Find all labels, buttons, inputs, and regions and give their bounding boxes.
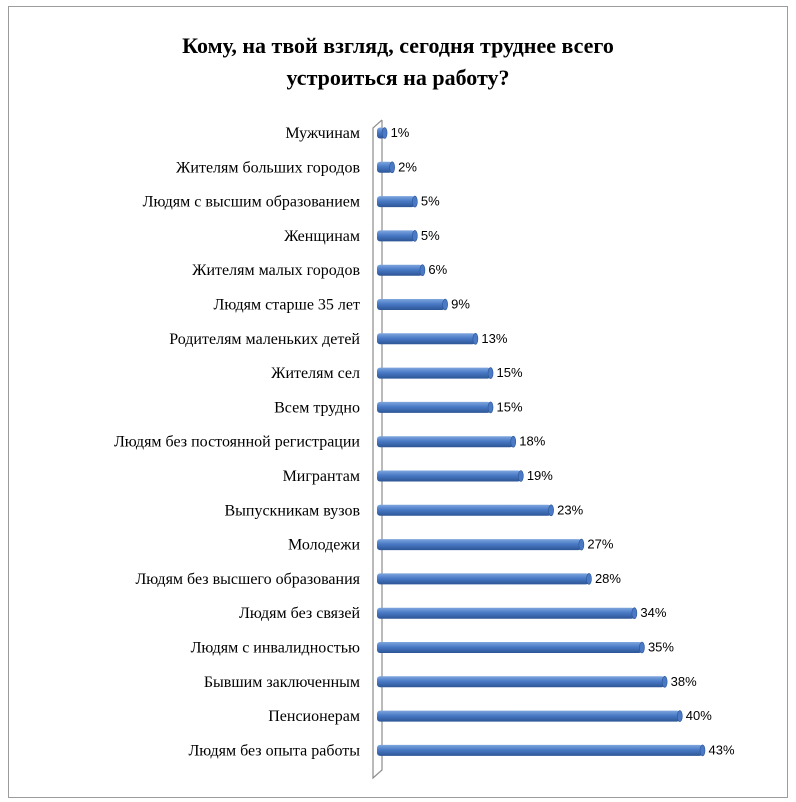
bar-end-cap: [487, 367, 494, 379]
bar: [377, 504, 552, 516]
category-label: Женщинам: [284, 228, 360, 245]
value-label: 40%: [686, 708, 712, 723]
bar: [377, 676, 665, 688]
bar: [377, 299, 446, 310]
bar-end-cap: [518, 470, 524, 482]
value-label: 2%: [398, 159, 417, 174]
category-label: Людям без связей: [239, 605, 360, 622]
bar: [377, 230, 415, 242]
bar-end-cap: [381, 127, 388, 139]
bar-end-cap: [639, 641, 645, 654]
bar: [377, 539, 582, 551]
value-label: 1%: [391, 125, 410, 140]
category-label: Людям старше 35 лет: [213, 297, 360, 314]
bar-end-cap: [412, 230, 418, 242]
value-label: 35%: [648, 640, 674, 655]
bar-end-cap: [586, 573, 592, 585]
value-label: 15%: [497, 399, 523, 414]
bar-end-cap: [699, 744, 706, 757]
bar: [377, 470, 521, 482]
value-label: 5%: [421, 194, 440, 209]
bar: [377, 573, 589, 585]
bar: [377, 642, 642, 653]
category-label: Людям с инвалидностью: [191, 640, 360, 657]
value-label: 9%: [451, 297, 470, 312]
value-label: 28%: [595, 571, 621, 586]
chart-title-line-2: устроиться на работу?: [286, 65, 510, 90]
value-label: 6%: [428, 262, 447, 277]
y-axis-line: [372, 119, 383, 780]
bar: [377, 264, 423, 276]
bar: [377, 333, 476, 345]
category-label: Мужчинам: [285, 125, 360, 142]
category-label: Людям без высшего образования: [135, 571, 360, 588]
category-label: Родителям маленьких детей: [169, 331, 360, 348]
bar: [377, 607, 635, 619]
bar: [377, 436, 514, 448]
bar: [377, 367, 491, 379]
bar-end-cap: [548, 504, 554, 517]
category-label: Людям без опыта работы: [188, 742, 360, 759]
bar: [377, 161, 393, 173]
bar: [377, 196, 415, 208]
category-label: Людям с высшим образованием: [143, 194, 360, 211]
category-label: Жителям малых городов: [192, 262, 360, 279]
bar-end-cap: [472, 332, 479, 345]
bar-end-cap: [389, 161, 395, 174]
bar: [377, 744, 703, 756]
value-label: 13%: [481, 331, 507, 346]
value-label: 15%: [497, 365, 523, 380]
bar-end-cap: [419, 264, 426, 277]
value-label: 19%: [527, 468, 553, 483]
bar-end-cap: [676, 710, 683, 722]
category-label: Выпускникам вузов: [224, 502, 360, 519]
category-label: Жителям больших городов: [176, 159, 360, 176]
value-label: 34%: [640, 605, 666, 620]
value-label: 43%: [709, 742, 735, 757]
category-label: Бывшим заключенным: [204, 674, 360, 691]
category-label: Молодежи: [288, 537, 360, 554]
value-label: 27%: [587, 537, 613, 552]
category-label: Пенсионерам: [268, 708, 360, 725]
value-label: 18%: [519, 434, 545, 449]
category-label: Людям без постоянной регистрации: [114, 434, 360, 451]
bar-end-cap: [631, 607, 638, 620]
category-label: Жителям сел: [271, 365, 360, 382]
value-label: 23%: [557, 502, 583, 517]
value-label: 5%: [421, 228, 440, 243]
bar-end-cap: [661, 675, 668, 688]
bar-end-cap: [487, 401, 494, 414]
value-label: 38%: [671, 674, 697, 689]
category-label: Мигрантам: [283, 468, 360, 485]
bar-end-cap: [510, 435, 517, 448]
category-label: Всем трудно: [274, 399, 360, 416]
chart-title-line-1: Кому, на твой взгляд, сегодня труднее вс…: [182, 33, 614, 58]
bar: [377, 401, 491, 413]
chart-title: Кому, на твой взгляд, сегодня труднее вс…: [0, 30, 796, 94]
bar-end-cap: [578, 538, 585, 551]
bar: [377, 710, 680, 722]
bar-end-cap: [412, 195, 418, 208]
bar-end-cap: [442, 298, 448, 311]
